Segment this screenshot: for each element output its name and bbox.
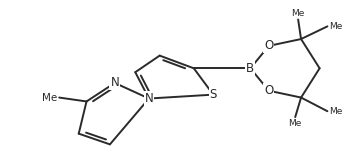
- Text: Me: Me: [329, 22, 343, 31]
- Text: Me: Me: [329, 107, 343, 116]
- Text: S: S: [209, 88, 217, 101]
- Text: O: O: [264, 39, 273, 52]
- Text: N: N: [110, 76, 119, 89]
- Text: Me: Me: [291, 9, 305, 18]
- Text: O: O: [264, 84, 273, 97]
- Text: N: N: [144, 92, 153, 105]
- Text: B: B: [246, 62, 255, 75]
- Text: Me: Me: [42, 92, 57, 103]
- Text: Me: Me: [289, 119, 302, 128]
